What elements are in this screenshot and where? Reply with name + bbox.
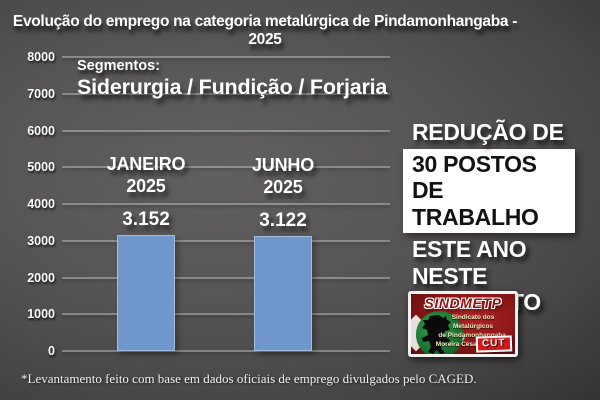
gridline: [62, 350, 390, 352]
y-axis-tick-label: 4000: [27, 197, 55, 211]
source-footnote: *Levantamento feito com base em dados of…: [21, 371, 477, 386]
y-axis-tick-label: 2000: [27, 270, 55, 285]
bar-value-label: 3.122: [259, 210, 307, 232]
logo-subtitle-line1: Sindicato dos Metalúrgicos: [451, 314, 495, 330]
callout-highlight-line1: 30 POSTOS: [412, 150, 537, 177]
bar-category-label: JUNHO 2025: [223, 155, 343, 198]
gridline: [62, 129, 390, 132]
logo-subtitle: Sindicato dos Metalúrgicos de Pindamonha…: [433, 313, 513, 349]
callout-highlight-line2: DE TRABALHO: [412, 177, 539, 230]
y-axis-tick-label: 5000: [27, 160, 55, 175]
page-title: Evolução do emprego na categoria metalúr…: [12, 13, 518, 48]
logo-title: SINDMETP: [424, 295, 502, 311]
segments-value: Siderurgia / Fundição / Forjaria: [77, 75, 388, 99]
gridline: [62, 276, 390, 279]
gridline: [62, 92, 390, 95]
bar-category-line: JUNHO: [251, 155, 314, 176]
y-axis-tick-label: 3000: [27, 233, 55, 248]
cut-badge: CUT: [476, 335, 513, 353]
gridline: [62, 313, 390, 316]
bar-category-line: 2025: [263, 176, 303, 197]
logo-subtitle-line2: de Pindamonhangaba,: [438, 332, 508, 339]
bar-value-label: 3.152: [122, 209, 170, 231]
callout-outro-line2: NESTE: [412, 262, 488, 289]
y-axis-tick-label: 1000: [27, 307, 55, 322]
gridline: [62, 203, 390, 205]
worker-silhouette-icon: [416, 311, 463, 354]
gridline: [62, 239, 390, 242]
segments-block: Segmentos: Siderurgia / Fundição / Forja…: [77, 58, 387, 100]
bar-category-line: 2025: [126, 175, 166, 196]
y-axis-tick-label: 7000: [27, 86, 55, 101]
callout-highlight-box: 30 POSTOS DE TRABALHO: [403, 148, 575, 233]
y-axis-tick-label: 0: [48, 344, 55, 358]
bar-1: [117, 235, 175, 351]
sindmetp-logo: SINDMETP Sindicato dos Metalúrgicos de P…: [408, 291, 518, 357]
segments-label: Segmentos:: [77, 58, 160, 74]
y-axis-tick-label: 6000: [27, 123, 55, 138]
gridline: [62, 56, 390, 58]
logo-subtitle-line3: Moreira César e Roseira: [435, 341, 511, 348]
bar-2: [254, 236, 312, 351]
bar-category-line: JANEIRO: [106, 154, 186, 175]
bar-category-label: JANEIRO 2025: [86, 154, 206, 197]
gridline: [62, 166, 390, 169]
callout-outro-line1: ESTE ANO: [412, 236, 527, 262]
reduction-callout: REDUÇÃO DE 30 POSTOS DE TRABALHO ESTE AN…: [403, 119, 585, 316]
callout-intro: REDUÇÃO DE: [412, 119, 564, 145]
y-axis-tick-label: 8000: [27, 50, 55, 64]
